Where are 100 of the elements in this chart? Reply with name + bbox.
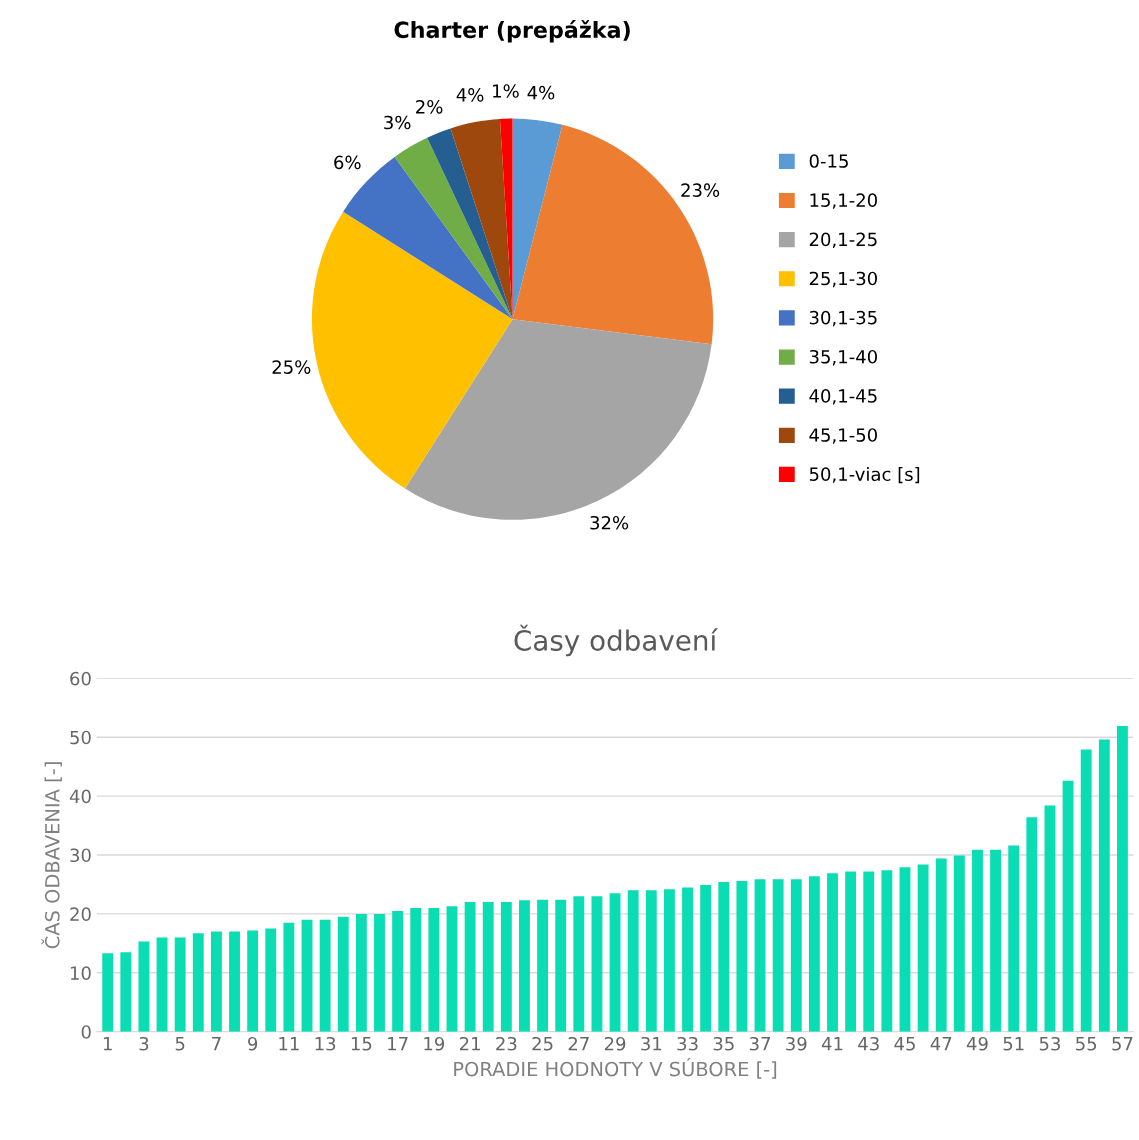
bar: [609, 893, 621, 1032]
bar: [863, 871, 875, 1032]
y-axis-title: ČAS ODBAVENIA [-]: [41, 762, 62, 949]
x-tick-label: 9: [248, 1036, 258, 1051]
x-axis-title: PORADIE HODNOTY V SÚBORE [-]: [454, 1058, 777, 1079]
legend-label: 25,1-30: [809, 271, 877, 288]
x-tick-label: 37: [749, 1036, 770, 1051]
bar: [772, 879, 784, 1032]
legend-label: 0-15: [809, 154, 848, 168]
bar: [881, 870, 893, 1032]
bar: [1080, 749, 1092, 1032]
bar: [102, 953, 114, 1032]
bar: [700, 885, 712, 1032]
legend-label: 20,1-25: [809, 232, 877, 248]
bar: [990, 849, 1002, 1032]
bar: [337, 916, 349, 1032]
bar: [537, 899, 549, 1032]
x-tick-label: 55: [1076, 1037, 1097, 1051]
bar: [374, 913, 385, 1032]
x-tick-label: 57: [1112, 1037, 1133, 1051]
bar: [555, 899, 567, 1032]
y-tick-label: 20: [70, 907, 91, 922]
bar: [663, 889, 675, 1032]
chart-title: Časy odbavení: [514, 624, 718, 657]
x-tick-label: 13: [315, 1036, 336, 1051]
pie-slice: [427, 128, 513, 320]
bar: [790, 879, 802, 1032]
x-tick-label: 15: [351, 1037, 372, 1051]
x-tick-label: 3: [139, 1036, 149, 1051]
x-tick-label: 1: [103, 1037, 112, 1051]
x-tick-label: 23: [496, 1036, 517, 1051]
data-label: 6%: [334, 155, 361, 170]
bar: [265, 928, 277, 1032]
x-tick-label: 17: [388, 1037, 408, 1051]
bar: [718, 882, 730, 1032]
bar: [573, 896, 585, 1032]
data-label: 32%: [590, 515, 629, 530]
bar: [446, 906, 458, 1032]
bar: [1008, 845, 1020, 1032]
legend-label: 35,1-40: [809, 349, 877, 366]
bar: [500, 902, 512, 1032]
bar: [1062, 780, 1074, 1032]
y-tick-label: 0: [81, 1025, 91, 1039]
bar: [355, 913, 367, 1032]
bar: [210, 931, 222, 1032]
x-tick-label: 25: [532, 1036, 553, 1051]
x-tick-label: 21: [459, 1036, 480, 1051]
bar: [229, 931, 240, 1032]
data-label: 25%: [272, 360, 311, 374]
bar: [1117, 726, 1128, 1032]
data-label: 3%: [384, 115, 411, 130]
bar: [1044, 805, 1056, 1032]
bar: [953, 855, 965, 1032]
chart-title: Charter (prepážka): [394, 20, 630, 43]
x-tick-label: 31: [641, 1036, 662, 1051]
bar: [935, 858, 947, 1032]
bar: [138, 941, 150, 1032]
pie-slice: [311, 211, 513, 489]
bar: [736, 880, 748, 1032]
x-tick-label: 41: [821, 1037, 843, 1051]
bar: [682, 887, 693, 1032]
y-tick-label: 40: [69, 789, 91, 804]
bar: [156, 937, 168, 1032]
bar: [827, 873, 838, 1032]
bar: [591, 896, 603, 1032]
y-tick-label: 50: [70, 730, 91, 745]
pie-slice: [450, 118, 513, 320]
bar: [519, 900, 530, 1032]
x-tick-label: 33: [677, 1036, 698, 1051]
bar: [1026, 817, 1038, 1032]
bar: [808, 876, 820, 1032]
data-label: 23%: [681, 183, 720, 197]
legend-label: 15,1-20: [810, 193, 877, 209]
data-label: 4%: [456, 88, 484, 102]
bar: [972, 849, 983, 1032]
x-tick-label: 43: [858, 1036, 879, 1051]
x-tick-label: 7: [212, 1037, 221, 1051]
x-tick-label: 39: [786, 1036, 807, 1051]
bar: [428, 908, 440, 1032]
bar: [392, 910, 404, 1032]
x-tick-label: 35: [713, 1036, 734, 1051]
x-tick-label: 51: [1003, 1037, 1024, 1051]
bar: [754, 879, 766, 1032]
legend-label: 45,1-50: [809, 428, 877, 444]
bar: [899, 867, 911, 1032]
legend-label: 50,1-viac [s]: [809, 467, 920, 484]
bar: [174, 937, 186, 1032]
x-tick-label: 29: [604, 1036, 626, 1051]
x-tick-label: 47: [930, 1037, 952, 1051]
pie-slice: [499, 118, 513, 320]
y-tick-label: 60: [70, 671, 91, 686]
bar: [645, 890, 657, 1032]
bar: [120, 952, 132, 1032]
bar: [482, 902, 494, 1032]
legend-label: 30,1-35: [809, 310, 877, 327]
bar: [845, 871, 857, 1032]
bar: [319, 919, 331, 1032]
bar: [1098, 739, 1110, 1032]
bar: [192, 933, 204, 1032]
bar: [301, 919, 313, 1032]
